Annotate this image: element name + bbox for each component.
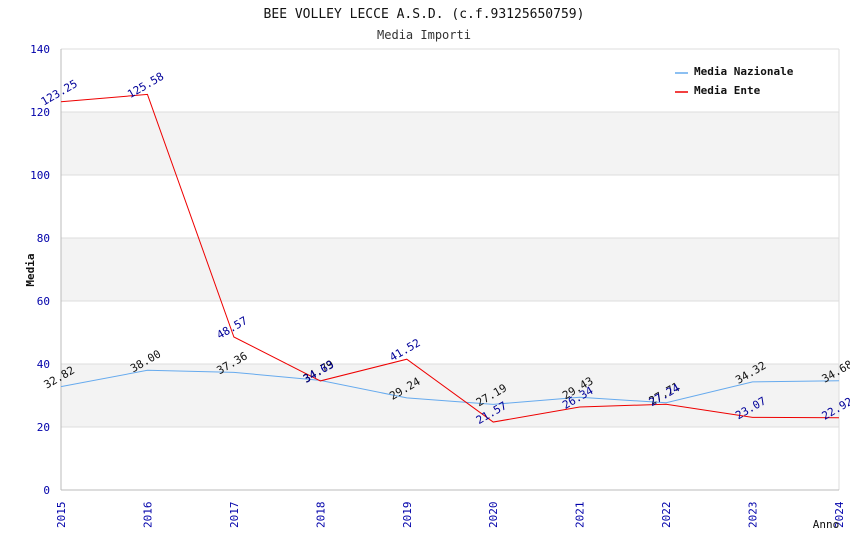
legend-label-media-ente: Media Ente	[694, 84, 761, 97]
x-tick-label: 2024	[833, 501, 846, 528]
x-tick-labels: 2015 2016 2017 2018 2019 2020 2021 2022 2023 2024	[55, 501, 846, 528]
x-tick-label: 2021	[574, 502, 587, 529]
x-tick-label: 2019	[401, 502, 414, 529]
data-label: 48.57	[215, 314, 250, 342]
y-tick-label: 120	[30, 106, 50, 119]
x-tick-label: 2018	[314, 502, 327, 529]
chart-title: BEE VOLLEY LECCE A.S.D. (c.f.93125650759…	[264, 7, 585, 22]
chart-subtitle: Media Importi	[377, 28, 471, 42]
grid-band	[61, 364, 839, 427]
x-axis-label: Anno	[813, 518, 840, 531]
x-tick-label: 2022	[660, 502, 673, 529]
y-tick-label: 100	[30, 169, 50, 182]
axes	[60, 49, 839, 491]
x-tick-label: 2017	[228, 502, 241, 529]
data-label: 125.58	[125, 70, 166, 101]
legend-label-media-nazionale: Media Nazionale	[694, 65, 794, 78]
y-tick-label: 80	[37, 232, 50, 245]
series-line-media-ente	[60, 93, 840, 423]
y-tick-label: 40	[37, 358, 50, 371]
grid-lines	[61, 48, 840, 490]
data-label: 123.25	[39, 77, 80, 108]
plot-background-bands	[61, 112, 839, 427]
x-tick-label: 2020	[487, 502, 500, 529]
y-tick-label: 0	[43, 484, 50, 497]
y-tick-label: 20	[37, 421, 50, 434]
x-tick-label: 2016	[141, 502, 154, 529]
grid-band	[61, 112, 839, 175]
grid-band	[61, 238, 839, 301]
series-lines	[60, 93, 840, 423]
legend: Media Nazionale Media Ente	[675, 65, 794, 97]
y-tick-label: 60	[37, 295, 50, 308]
x-tick-label: 2023	[747, 502, 760, 529]
series-line-media-nazionale	[60, 369, 840, 405]
y-axis-label: Media	[24, 253, 37, 286]
x-tick-label: 2015	[55, 502, 68, 529]
y-tick-labels: 0 20 40 60 80 100 120 140	[30, 43, 50, 497]
y-tick-label: 140	[30, 43, 50, 56]
